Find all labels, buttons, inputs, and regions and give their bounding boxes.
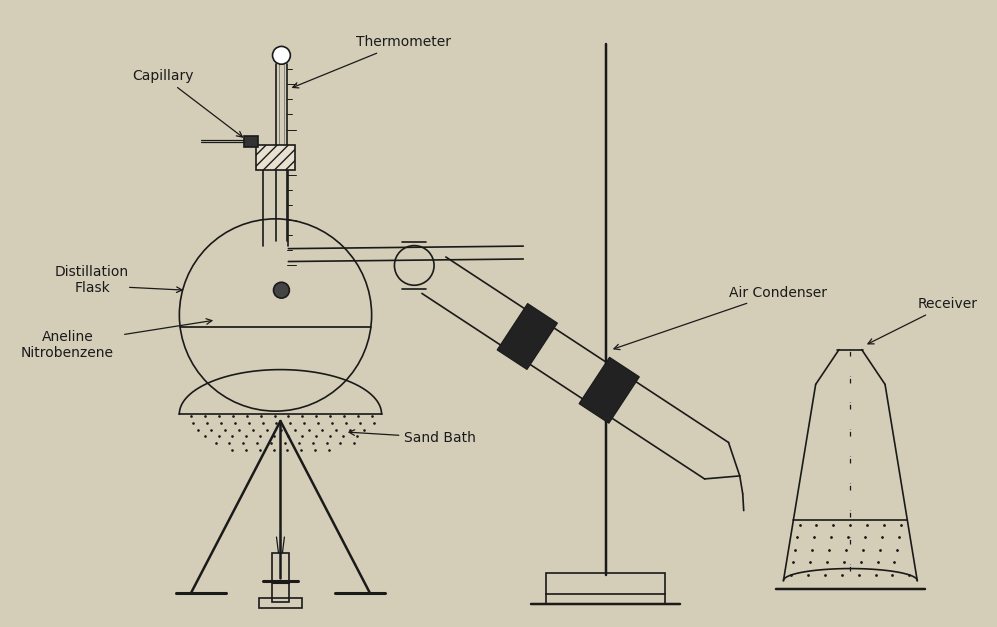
Text: Air Condenser: Air Condenser <box>614 286 827 350</box>
Bar <box>271 553 289 603</box>
Circle shape <box>273 282 289 298</box>
Bar <box>255 144 295 171</box>
Polygon shape <box>579 357 639 423</box>
Bar <box>244 136 257 147</box>
Polygon shape <box>498 303 557 369</box>
Circle shape <box>272 46 290 64</box>
Bar <box>546 572 665 594</box>
Text: Aneline
Nitrobenzene: Aneline Nitrobenzene <box>21 330 114 360</box>
Text: Capillary: Capillary <box>132 69 242 137</box>
Text: Distillation
Flask: Distillation Flask <box>55 265 130 295</box>
Text: Sand Bath: Sand Bath <box>349 429 477 445</box>
Text: Receiver: Receiver <box>868 297 978 344</box>
Text: Thermometer: Thermometer <box>293 35 451 88</box>
Bar <box>258 598 302 608</box>
